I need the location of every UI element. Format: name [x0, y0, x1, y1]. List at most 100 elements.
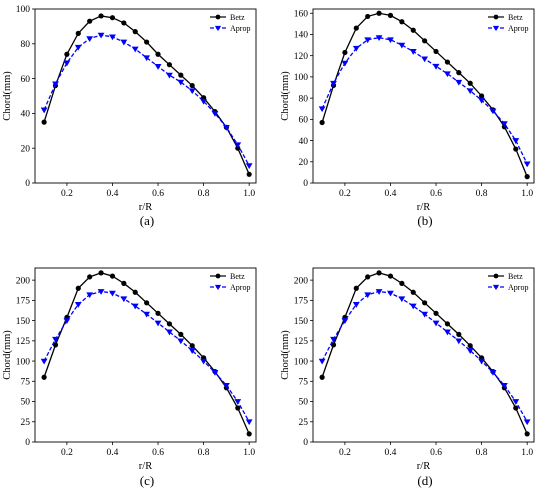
data-point-aprop — [455, 79, 463, 86]
data-point-betz — [109, 273, 116, 279]
data-point-betz — [166, 321, 173, 327]
legend-marker — [492, 284, 500, 291]
data-point-aprop — [444, 71, 451, 78]
data-point-betz — [319, 119, 325, 126]
data-point-aprop — [211, 111, 219, 117]
legend-marker — [214, 25, 222, 32]
panel-caption: (c) — [140, 473, 154, 488]
data-point-aprop — [387, 290, 394, 297]
data-point-aprop — [154, 64, 162, 70]
data-point-aprop — [97, 289, 105, 295]
data-point-betz — [189, 82, 195, 89]
data-point-aprop — [234, 142, 242, 149]
y-tick-label: 20 — [21, 144, 31, 154]
data-point-betz — [410, 27, 416, 33]
data-point-betz — [399, 19, 405, 25]
plot-frame — [312, 8, 535, 184]
data-point-betz — [387, 273, 394, 279]
y-axis-label: Chord(mm) — [280, 71, 291, 121]
data-point-betz — [456, 331, 462, 337]
data-point-betz — [444, 321, 451, 327]
legend-label: Betz — [230, 13, 245, 22]
data-point-betz — [155, 51, 161, 57]
chart-panel-b: 0.2 0.4 0.6 0.8 1.0 0 20 40 60 80 100 120 140 160 r/R C… — [280, 8, 535, 228]
data-point-aprop — [40, 107, 48, 114]
y-tick-label: 140 — [294, 31, 309, 41]
data-point-aprop — [74, 302, 82, 308]
data-point-betz — [524, 174, 530, 180]
data-point-aprop — [444, 329, 451, 336]
data-point-aprop — [318, 358, 326, 365]
x-tick-label: 0.4 — [385, 189, 397, 199]
data-point-aprop — [318, 106, 326, 113]
series-line-betz — [321, 12, 528, 177]
x-tick-label: 0.6 — [152, 189, 164, 199]
data-point-betz — [109, 15, 116, 21]
x-axis-label: r/R — [139, 202, 152, 213]
x-tick-label: 0.8 — [476, 189, 488, 199]
series-betz — [41, 13, 252, 177]
y-tick-label: 75 — [21, 378, 31, 388]
data-point-betz — [433, 48, 439, 55]
data-point-betz — [41, 119, 47, 125]
legend-label: Aprop — [508, 24, 528, 33]
data-point-aprop — [523, 419, 531, 426]
data-point-betz — [467, 343, 473, 349]
data-point-betz — [444, 59, 451, 65]
data-point-betz — [87, 18, 93, 24]
x-tick-label: 1.0 — [521, 189, 533, 199]
data-point-betz — [513, 405, 519, 411]
data-point-betz — [330, 342, 337, 348]
data-point-aprop — [131, 303, 139, 310]
y-tick-label: 0 — [303, 179, 308, 189]
data-point-aprop — [409, 303, 417, 310]
data-point-aprop — [188, 88, 196, 95]
data-point-betz — [513, 146, 519, 152]
y-tick-label: 40 — [21, 110, 31, 120]
data-point-aprop — [466, 348, 474, 354]
legend-label: Aprop — [230, 283, 250, 292]
data-point-aprop — [455, 338, 463, 345]
legend-marker — [215, 273, 221, 279]
legend-marker — [215, 14, 221, 20]
data-point-aprop — [432, 320, 440, 327]
x-tick-label: 0.8 — [476, 448, 488, 458]
series-line-betz — [321, 272, 528, 435]
data-point-aprop — [74, 44, 82, 51]
x-tick-label: 0.4 — [107, 448, 119, 458]
data-point-aprop — [97, 32, 105, 39]
data-point-betz — [376, 10, 382, 16]
data-point-betz — [144, 39, 150, 45]
x-axis-label: r/R — [417, 461, 430, 472]
legend-marker — [214, 284, 222, 291]
x-tick-label: 1.0 — [521, 448, 533, 458]
data-point-betz — [365, 274, 371, 280]
series-line-aprop — [321, 290, 528, 423]
data-point-betz — [166, 62, 173, 68]
y-tick-label: 125 — [16, 337, 31, 347]
y-tick-label: 100 — [294, 73, 309, 83]
y-tick-label: 60 — [21, 75, 31, 85]
y-tick-label: 100 — [294, 357, 309, 367]
data-point-aprop — [166, 329, 173, 336]
data-point-aprop — [512, 138, 520, 144]
data-point-aprop — [234, 399, 242, 405]
y-tick-label: 0 — [25, 179, 30, 189]
x-tick-label: 0.6 — [152, 448, 164, 458]
data-point-aprop — [109, 34, 116, 41]
legend-label: Betz — [508, 13, 523, 22]
y-tick-label: 60 — [299, 116, 309, 126]
data-point-aprop — [131, 46, 139, 53]
data-point-betz — [98, 13, 104, 19]
data-point-aprop — [166, 72, 173, 79]
data-point-betz — [178, 72, 184, 78]
x-axis-label: r/R — [417, 202, 430, 213]
data-point-aprop — [109, 290, 116, 297]
y-tick-label: 0 — [303, 438, 308, 448]
data-point-aprop — [143, 55, 151, 62]
data-point-aprop — [523, 161, 531, 168]
data-point-aprop — [341, 318, 349, 325]
data-point-betz — [121, 20, 127, 26]
data-point-aprop — [387, 37, 394, 44]
